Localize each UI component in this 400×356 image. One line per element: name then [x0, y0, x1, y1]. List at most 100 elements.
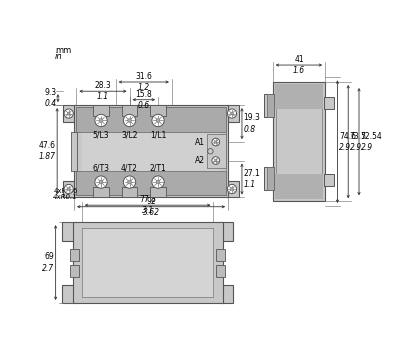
Text: 15.8: 15.8	[136, 90, 152, 99]
Bar	[122, 105, 137, 116]
Text: 4xR0.1: 4xR0.1	[53, 194, 78, 200]
Text: 2.9: 2.9	[350, 143, 362, 152]
Text: 73.5: 73.5	[350, 131, 367, 141]
Text: 2.9: 2.9	[339, 143, 351, 152]
Bar	[76, 108, 226, 195]
Bar	[150, 105, 166, 116]
Bar	[71, 132, 77, 171]
Text: A2: A2	[195, 156, 205, 165]
Bar	[226, 180, 239, 198]
Text: 47.6: 47.6	[39, 141, 56, 150]
Text: 92: 92	[146, 197, 156, 205]
Bar	[82, 113, 220, 190]
Bar	[63, 180, 76, 198]
Circle shape	[152, 176, 164, 188]
Text: 72.54: 72.54	[360, 131, 382, 141]
Text: 74.6: 74.6	[339, 131, 356, 141]
Text: 77.8: 77.8	[139, 195, 156, 204]
Bar	[216, 265, 225, 277]
Bar	[74, 105, 228, 198]
Text: 2/T1: 2/T1	[150, 163, 166, 172]
Circle shape	[152, 114, 164, 127]
Text: 1.2: 1.2	[138, 83, 150, 92]
Text: 2.7: 2.7	[42, 264, 54, 273]
Bar	[150, 187, 166, 198]
Circle shape	[64, 109, 73, 118]
Text: 1.87: 1.87	[39, 152, 56, 161]
Bar	[324, 174, 334, 186]
Text: 27.1: 27.1	[244, 169, 260, 178]
Text: 1.1: 1.1	[97, 93, 109, 101]
Bar	[267, 167, 274, 190]
Bar	[63, 105, 76, 122]
Circle shape	[128, 180, 131, 184]
Text: 3.62: 3.62	[143, 208, 160, 217]
Text: 1.1: 1.1	[244, 180, 256, 189]
Text: 4/T2: 4/T2	[121, 163, 138, 172]
Bar	[220, 284, 234, 303]
Text: 5/L3: 5/L3	[93, 131, 109, 140]
Circle shape	[64, 184, 73, 194]
Bar	[76, 171, 226, 195]
Text: 1/L1: 1/L1	[150, 131, 166, 140]
Circle shape	[67, 112, 70, 115]
Circle shape	[208, 148, 213, 154]
Bar	[70, 265, 80, 277]
Text: 6/T3: 6/T3	[92, 163, 110, 172]
Text: 0.6: 0.6	[138, 101, 150, 110]
Bar	[62, 222, 76, 241]
Bar	[276, 85, 322, 198]
Text: 31.6: 31.6	[135, 72, 152, 81]
Text: 9.3: 9.3	[44, 88, 56, 97]
Bar	[264, 94, 274, 117]
Text: 28.3: 28.3	[94, 81, 111, 90]
Circle shape	[212, 138, 220, 146]
Text: 2.9: 2.9	[360, 143, 373, 152]
Circle shape	[212, 157, 220, 164]
Text: in: in	[55, 52, 62, 61]
Circle shape	[227, 184, 236, 194]
Bar	[275, 174, 323, 199]
Bar	[226, 105, 239, 122]
Bar	[324, 98, 334, 109]
Circle shape	[67, 188, 70, 190]
Text: 3/L2: 3/L2	[121, 131, 138, 140]
Circle shape	[230, 112, 233, 115]
Circle shape	[230, 188, 233, 190]
Bar	[206, 134, 226, 168]
Text: 3.1: 3.1	[142, 206, 154, 215]
Circle shape	[128, 119, 131, 122]
Text: 4xR2.6: 4xR2.6	[53, 188, 78, 194]
Bar	[275, 84, 323, 109]
Bar	[76, 108, 226, 132]
Bar	[72, 222, 223, 303]
Bar	[264, 167, 274, 190]
Text: 69: 69	[44, 252, 54, 261]
Text: 19.3: 19.3	[244, 114, 260, 122]
Text: A1: A1	[195, 137, 205, 147]
Circle shape	[215, 141, 217, 143]
Circle shape	[95, 176, 107, 188]
Bar	[122, 187, 137, 198]
Bar	[273, 82, 325, 201]
Circle shape	[156, 119, 160, 122]
Circle shape	[123, 114, 136, 127]
Text: 41: 41	[294, 55, 304, 64]
Text: 0.4: 0.4	[44, 99, 56, 108]
Circle shape	[99, 180, 103, 184]
Text: 1.6: 1.6	[293, 66, 305, 75]
Bar	[62, 284, 76, 303]
Circle shape	[99, 119, 103, 122]
Bar	[220, 222, 234, 241]
Bar	[216, 249, 225, 261]
Bar	[93, 105, 109, 116]
Bar	[267, 94, 274, 117]
Circle shape	[215, 159, 217, 162]
Text: 0.8: 0.8	[244, 125, 256, 134]
Circle shape	[123, 176, 136, 188]
Circle shape	[95, 114, 107, 127]
Circle shape	[156, 180, 160, 184]
Bar	[70, 249, 80, 261]
Bar	[93, 187, 109, 198]
Bar	[82, 228, 214, 297]
